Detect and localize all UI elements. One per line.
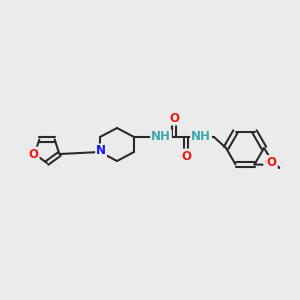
Text: O: O [169,112,179,124]
Text: O: O [264,156,274,170]
Text: O: O [28,148,39,160]
Text: NH: NH [191,130,211,143]
Text: N: N [96,145,106,158]
Text: O: O [267,156,277,169]
Text: NH: NH [151,130,171,143]
Text: O: O [181,149,191,163]
